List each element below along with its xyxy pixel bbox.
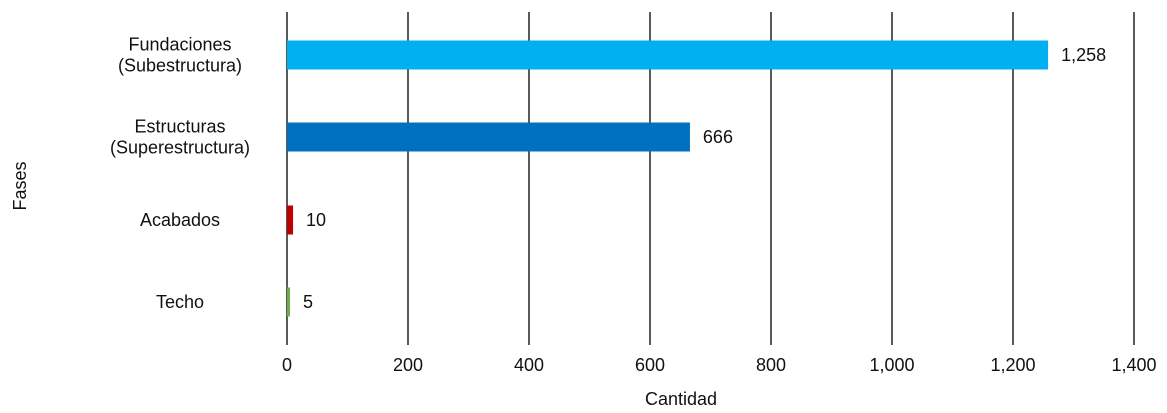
category-label: Fundaciones: [128, 35, 231, 55]
data-label: 5: [303, 292, 313, 312]
x-tick-label: 800: [756, 355, 786, 375]
y-axis-title: Fases: [10, 161, 30, 210]
category-label: (Superestructura): [110, 138, 250, 158]
x-axis-title: Cantidad: [645, 389, 717, 408]
bar: [287, 122, 690, 152]
bar: [287, 205, 294, 235]
bar: [287, 40, 1049, 70]
data-label: 10: [306, 210, 326, 230]
category-label: Techo: [156, 292, 204, 312]
x-tick-labels: 0 200 400 600 800 1,000 1,200 1,400: [282, 355, 1157, 375]
x-tick-label: 200: [393, 355, 423, 375]
category-label: Estructuras: [134, 117, 225, 137]
x-tick-label: 1,000: [869, 355, 914, 375]
category-labels: Fundaciones(Subestructura) Estructuras(Su…: [110, 35, 250, 313]
bars: [287, 40, 1049, 317]
data-label: 1,258: [1061, 45, 1106, 65]
x-tick-label: 400: [514, 355, 544, 375]
data-labels: 1,258 666 10 5: [303, 45, 1106, 312]
x-tick-label: 1,400: [1111, 355, 1156, 375]
x-tick-label: 600: [635, 355, 665, 375]
x-tick-label: 0: [282, 355, 292, 375]
data-label: 666: [703, 127, 733, 147]
bar: [287, 287, 291, 317]
category-label: Acabados: [140, 210, 220, 230]
category-label: (Subestructura): [118, 56, 242, 76]
x-tick-label: 1,200: [990, 355, 1035, 375]
